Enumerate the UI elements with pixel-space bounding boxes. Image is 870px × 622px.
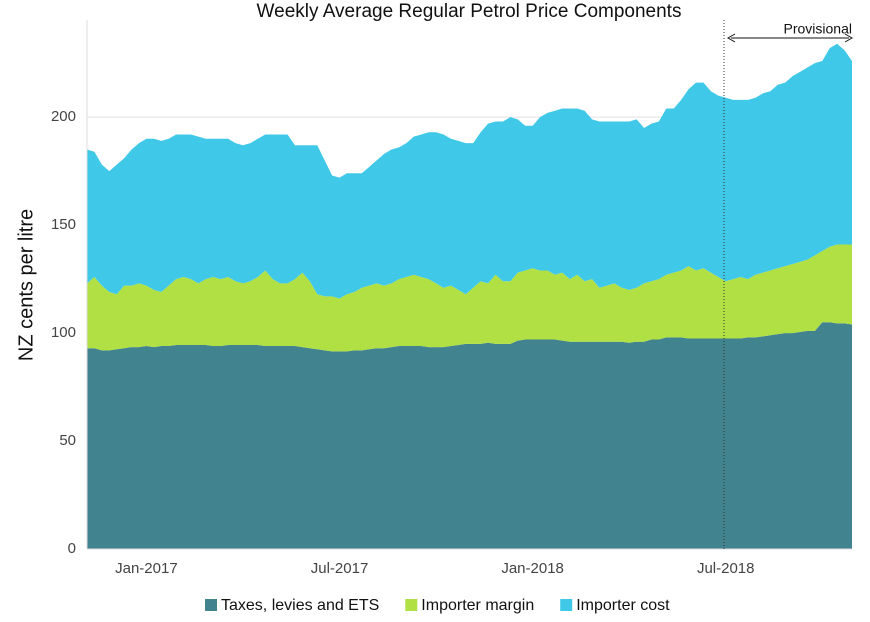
- y-tick-label: 200: [51, 108, 76, 125]
- area: [87, 43, 852, 299]
- y-tick-label: 150: [51, 216, 76, 233]
- chart-title: Weekly Average Regular Petrol Price Comp…: [257, 1, 682, 22]
- legend-swatch: [405, 599, 418, 611]
- y-tick-label: 0: [68, 540, 76, 557]
- legend-label: Importer cost: [576, 597, 670, 614]
- y-tick-label: 100: [51, 324, 76, 341]
- legend: Taxes, levies and ETS Importer margin Impo…: [205, 597, 670, 614]
- legend-label: Importer margin: [421, 597, 534, 614]
- area: [87, 322, 852, 549]
- y-axis-label: NZ cents per litre: [15, 209, 37, 361]
- arrow-heads: [726, 33, 854, 43]
- x-tick-label: Jul-2018: [697, 560, 755, 577]
- areas: [87, 43, 852, 549]
- area: [87, 244, 852, 352]
- x-tick-label: Jan-2018: [501, 560, 564, 577]
- annotation: Provisional: [784, 21, 852, 37]
- legend-swatch: [205, 599, 217, 611]
- legend-label: Taxes, levies and ETS: [221, 597, 379, 614]
- x-tick-label: Jul-2017: [311, 560, 369, 577]
- x-tick-label: Jan-2017: [115, 560, 178, 577]
- y-tick-label: 50: [59, 432, 76, 449]
- legend-swatch: [560, 599, 573, 611]
